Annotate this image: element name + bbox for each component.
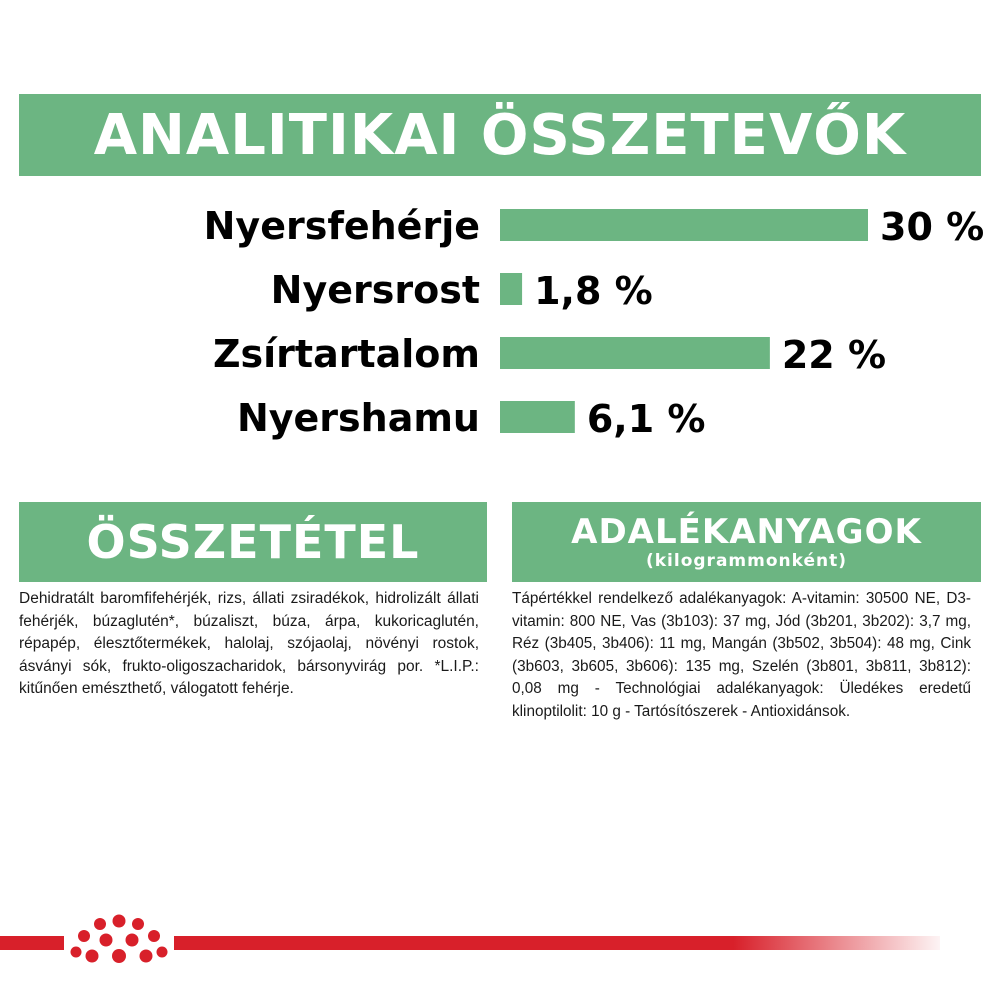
composition-title-banner: ÖSSZETÉTEL	[19, 502, 487, 582]
royal-crown-icon	[64, 912, 174, 972]
category-label: Nyersrost	[271, 268, 480, 312]
additives-title-banner: ADALÉKANYAGOK (kilogrammonként)	[512, 502, 981, 582]
category-label: Nyershamu	[237, 396, 480, 440]
analytic-bar-chart: Nyersfehérje 30 % Nyersrost 1,8 % Zsírtartal…	[204, 204, 985, 441]
value-label: 22 %	[782, 333, 886, 377]
analytic-title-banner: ANALITIKAI ÖSSZETEVŐK	[19, 94, 981, 176]
analytic-title: ANALITIKAI ÖSSZETEVŐK	[93, 102, 907, 168]
composition-title: ÖSSZETÉTEL	[86, 515, 420, 569]
bar	[500, 209, 868, 241]
footer-red-line	[0, 936, 940, 950]
bar	[500, 401, 575, 433]
bar	[500, 273, 523, 305]
category-label: Zsírtartalom	[213, 332, 480, 376]
additives-text: Tápértékkel rendelkező adalékanyagok: A-…	[512, 590, 971, 720]
additives-title: ADALÉKANYAGOK	[571, 511, 922, 552]
composition-text: Dehidratált baromfifehérjék, rizs, állat…	[19, 590, 479, 697]
value-label: 30 %	[880, 205, 984, 249]
value-label: 1,8 %	[534, 269, 653, 313]
bar	[500, 337, 770, 369]
category-label: Nyersfehérje	[204, 204, 480, 248]
value-label: 6,1 %	[587, 397, 706, 441]
additives-subtitle: (kilogrammonként)	[645, 550, 848, 571]
